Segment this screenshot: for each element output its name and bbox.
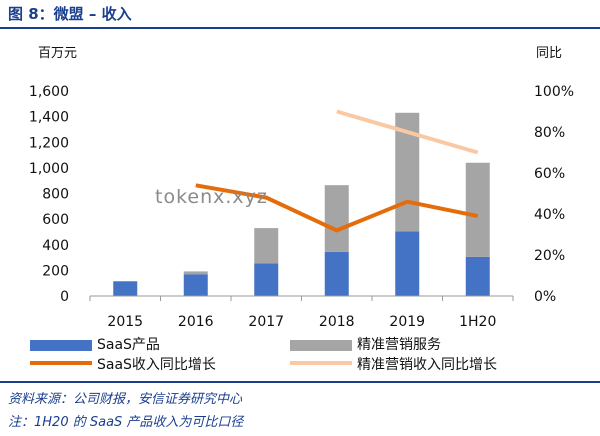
bar-segment [465,162,490,257]
bar-segment [254,228,279,264]
x-axis-tick-label: 2016 [178,314,214,330]
legend-label-saas-yoy: SaaS收入同比增长 [97,357,216,373]
left-axis-unit: 百万元 [38,46,78,61]
yoy-line [336,109,479,155]
left-axis-tick-label: 1,000 [29,161,69,177]
bar-segment [395,231,420,296]
legend-swatch-saas-yoy [30,361,92,365]
legend-swatch-saas [30,340,92,351]
bar-segment [113,281,138,296]
right-axis-unit: 同比 [536,46,563,61]
right-axis-tick-label: 100% [534,84,574,100]
left-axis-tick-label: 800 [42,187,69,203]
left-axis-tick-label: 0 [60,289,69,305]
left-axis-tick-label: 1,200 [29,135,69,151]
legend-label-saas: SaaS产品 [97,337,160,353]
legend-label-marketing-yoy: 精准营销收入同比增长 [357,357,497,373]
bar-segment [183,274,208,296]
yoy-line [195,183,479,233]
left-axis-tick-label: 1,600 [29,84,69,100]
footnote: 注：1H20 的 SaaS 产品收入为可比口径 [8,415,244,430]
left-axis-tick-label: 600 [42,212,69,228]
x-axis-tick-label: 1H20 [459,314,496,330]
left-axis-tick-label: 200 [42,263,69,279]
bar-segment [324,251,349,296]
figure-title: 图 8：微盟 – 收入 [8,5,132,23]
revenue-chart: 0 200 400 600 800 1,000 1,200 1,400 1,600 0% 20% 40… [29,84,574,330]
legend-swatch-marketing-yoy [290,361,352,365]
bar-segment [183,271,208,275]
source-note: 资料来源：公司财报，安信证券研究中心 [8,392,243,407]
title-rule [0,27,600,29]
legend-swatch-marketing [290,340,352,351]
x-axis-tick-label: 2015 [107,314,143,330]
right-axis-tick-label: 20% [534,248,565,264]
right-axis-tick-label: 40% [534,207,565,223]
legend-label-marketing: 精准营销服务 [357,337,441,353]
bar-segment [465,256,490,296]
x-axis-tick-label: 2018 [319,314,355,330]
right-axis-tick-label: 80% [534,125,565,141]
left-axis-tick-label: 1,400 [29,110,69,126]
watermark: tokenx.xyz [155,186,268,208]
bar-segment [254,263,279,296]
x-axis-tick-label: 2017 [248,314,284,330]
right-axis-tick-label: 0% [534,289,556,305]
footer-rule [0,381,600,383]
x-axis-tick-label: 2019 [389,314,425,330]
left-axis-tick-label: 400 [42,238,69,254]
right-axis-tick-label: 60% [534,166,565,182]
bar-segment [324,185,349,252]
